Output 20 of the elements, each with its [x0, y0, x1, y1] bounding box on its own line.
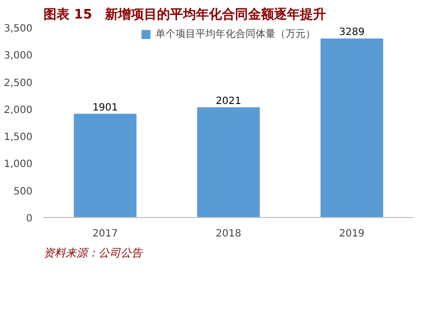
data-label: 2021: [216, 96, 242, 107]
y-tick-label: 3,000: [4, 50, 33, 62]
legend-label: 单个项目平均年化合同体量（万元）: [156, 28, 316, 41]
bar: [320, 38, 384, 218]
data-label: 1901: [92, 102, 118, 114]
y-tick-label: 500: [13, 186, 33, 198]
y-tick-label: 1,000: [4, 159, 33, 170]
bar: [74, 114, 136, 218]
bar: [197, 107, 260, 218]
text: 资料来源：公司公告: [44, 246, 144, 260]
x-tick-label: 2018: [216, 228, 242, 240]
y-tick-label: 0: [26, 214, 33, 224]
y-tick-label: 2,000: [4, 104, 33, 116]
x-tick-label: 2019: [339, 228, 365, 240]
data-label: 3289: [339, 26, 365, 38]
y-tick-label: 1,500: [4, 132, 33, 144]
y-tick-label: 3,500: [4, 24, 33, 34]
y-tick-label: 2,500: [4, 78, 33, 89]
chart-title: 图表 15 新增项目的平均年化合同金额逐年提升: [44, 6, 326, 22]
x-tick-label: 2017: [92, 228, 118, 240]
